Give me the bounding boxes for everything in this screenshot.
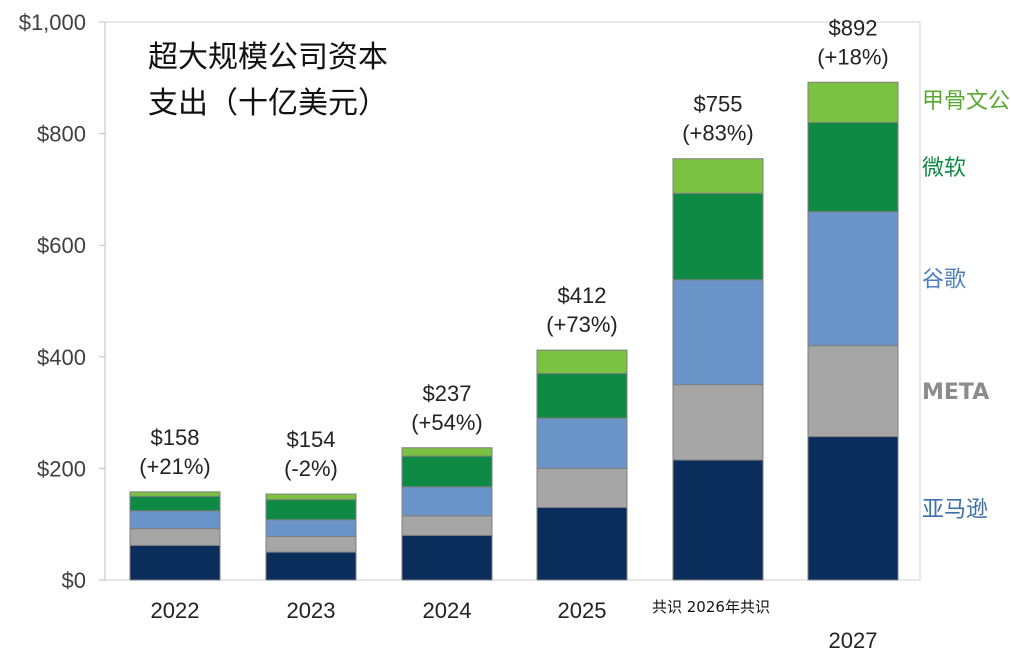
bar-segment: [265, 519, 357, 537]
bar-segment: [672, 459, 764, 581]
chart-title-line-1: 超大规模公司资本: [148, 40, 388, 75]
bar-segment: [265, 535, 357, 553]
total-value-label: $158: [151, 425, 200, 450]
bar-segment: [672, 192, 764, 281]
x-category-label: 2024: [423, 598, 472, 623]
growth-label: (+54%): [411, 410, 483, 435]
bar-segment: [401, 534, 493, 581]
total-value-label: $237: [423, 381, 472, 406]
bar-segment: [129, 491, 221, 497]
bar-segment: [807, 81, 899, 123]
legend-entry: 微软: [922, 156, 966, 181]
growth-label: (-2%): [284, 456, 338, 481]
bar-segment: [807, 211, 899, 347]
bar-segment: [265, 499, 357, 521]
total-value-label: $154: [287, 427, 336, 452]
bar-segment: [536, 349, 628, 375]
legend-entry: META: [922, 380, 989, 405]
bar-segment: [807, 345, 899, 438]
bar-segment: [401, 515, 493, 536]
legend-entry: 甲骨文公司: [922, 89, 1011, 114]
consensus-label: 共识 2026年共识: [652, 598, 770, 616]
bar-segment: [672, 384, 764, 461]
total-value-label: $412: [558, 283, 607, 308]
bar-segment: [536, 506, 628, 581]
bar-segment: [129, 495, 221, 512]
legend-entry: 谷歌: [922, 268, 966, 293]
bar-segment: [401, 455, 493, 488]
y-tick-label: $200: [37, 456, 86, 481]
y-tick-label: $400: [37, 345, 86, 370]
y-tick-label: $600: [37, 233, 86, 258]
bar-segment: [536, 417, 628, 469]
legend-entry: 亚马逊: [922, 497, 988, 522]
bar-segment: [536, 373, 628, 419]
y-tick-label: $0: [62, 568, 86, 593]
x-category-label: 2025: [558, 598, 607, 623]
bar-segment: [536, 467, 628, 508]
chart-title-line-2: 支出（十亿美元）: [148, 86, 388, 121]
x-category-label: 2023: [287, 598, 336, 623]
bar-segment: [129, 528, 221, 546]
bar-segment: [401, 447, 493, 457]
x-category-label: 2027: [829, 628, 878, 653]
y-tick-label: $1,000: [19, 10, 86, 35]
bar-segment: [265, 493, 357, 501]
growth-label: (+83%): [682, 121, 754, 146]
bar-segment: [401, 486, 493, 517]
total-labels: $158 (+21%) $154 (-2%) $237 (+54%) $412 (+73%) $…: [139, 15, 889, 481]
legend: 亚马逊 META 谷歌 微软 甲骨文公司: [922, 89, 1011, 522]
growth-label: (+73%): [546, 312, 618, 337]
bar-segment: [807, 436, 899, 581]
total-value-label: $892: [829, 15, 878, 40]
bar-segment: [129, 544, 221, 581]
bar-segment: [672, 279, 764, 386]
y-axis: $0 $200 $400 $600 $800 $1,000: [19, 10, 106, 593]
x-category-label: 2022: [151, 598, 200, 623]
bar-segment: [265, 551, 357, 581]
bar-segment: [672, 158, 764, 194]
total-value-label: $755: [694, 92, 743, 117]
bar-segment: [807, 121, 899, 213]
bars: [129, 81, 899, 581]
y-tick-label: $800: [37, 122, 86, 147]
bar-segment: [129, 510, 221, 530]
growth-label: (+18%): [817, 44, 889, 69]
x-axis: 2022 2023 2024 2025 2027: [151, 598, 878, 653]
growth-label: (+21%): [139, 454, 211, 479]
